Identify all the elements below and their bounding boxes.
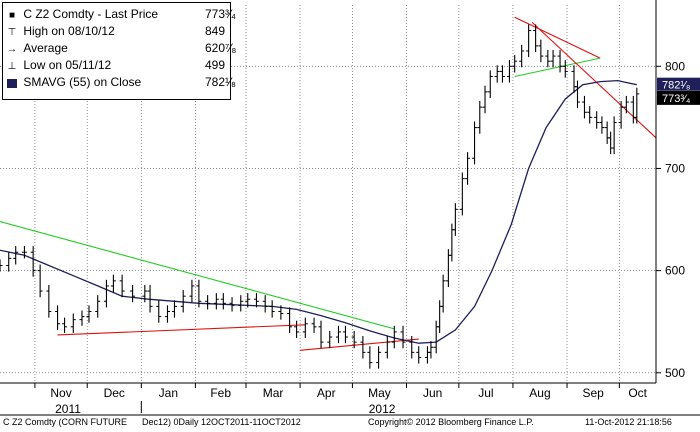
trendline-red bbox=[57, 324, 306, 336]
year-label: 2011 bbox=[55, 402, 81, 416]
title-square-icon: ■ bbox=[8, 10, 16, 21]
average-marker-icon: → bbox=[7, 44, 17, 55]
trendlines bbox=[0, 16, 657, 351]
sma-line bbox=[0, 79, 637, 344]
y-tick-label: 800 bbox=[665, 59, 685, 73]
x-tick-label: Jan bbox=[159, 386, 178, 400]
legend-box: ■ C Z2 Comdty - Last Price 773³⁄₄ ⊤ High… bbox=[2, 2, 236, 100]
last-price-tag-label: 773³⁄₄ bbox=[662, 93, 691, 105]
footer-range: Dec12) 0Daily 12OCT2011-11OCT2012 bbox=[142, 417, 301, 427]
legend-entry-low: ⊥ Low on 05/11/12 499 bbox=[6, 58, 225, 73]
footer-timestamp: 11-Oct-2012 21:18:56 bbox=[585, 417, 672, 427]
x-tick-label: Mar bbox=[263, 386, 284, 400]
legend-title-row: ■ C Z2 Comdty - Last Price 773³⁄₄ bbox=[6, 7, 236, 22]
x-tick-label: Apr bbox=[317, 386, 336, 400]
legend-last-price: 773³⁄₄ bbox=[205, 7, 236, 21]
legend-value: 620⁷⁄₈ bbox=[205, 41, 237, 55]
x-tick-label: Feb bbox=[210, 386, 231, 400]
legend-value: 499 bbox=[205, 58, 226, 72]
trendline-red bbox=[514, 16, 601, 59]
legend-label: SMAVG (55) on Close bbox=[23, 75, 142, 89]
price-series bbox=[0, 24, 640, 369]
trendline-green bbox=[514, 57, 601, 78]
legend-label: Average bbox=[23, 41, 68, 55]
x-tick-label: Jul bbox=[478, 386, 493, 400]
legend-label: Low on 05/11/12 bbox=[23, 58, 112, 72]
legend-title: C Z2 Comdty - Last Price bbox=[23, 7, 159, 21]
y-tick-label: 500 bbox=[665, 366, 685, 380]
last-price-tag bbox=[657, 90, 700, 105]
high-marker-icon: ⊤ bbox=[7, 27, 17, 38]
sma-price-tag bbox=[657, 77, 700, 91]
x-tick-label: Sep bbox=[583, 386, 605, 400]
trendline-red bbox=[300, 338, 419, 351]
legend-entry-average: → Average 620⁷⁄₈ bbox=[6, 41, 236, 56]
axes: 500 600 700 800 Nov Dec Jan Feb Mar Apr May Jun Jul A… bbox=[0, 0, 700, 416]
y-tick-label: 600 bbox=[665, 264, 685, 278]
sma-series bbox=[0, 79, 637, 344]
x-tick-label: Dec bbox=[104, 386, 125, 400]
trendline-green bbox=[0, 221, 395, 330]
legend-label: High on 08/10/12 bbox=[23, 24, 115, 38]
sma-price-tag-label: 782¹⁄₈ bbox=[662, 80, 690, 92]
legend-value: 849 bbox=[205, 24, 226, 38]
legend-entry-high: ⊤ High on 08/10/12 849 bbox=[6, 24, 225, 39]
footer-copyright: Copyright© 2012 Bloomberg Finance L.P. bbox=[368, 417, 534, 427]
x-tick-label: Aug bbox=[529, 386, 550, 400]
trendline-red bbox=[531, 21, 657, 139]
x-tick-label: Jun bbox=[423, 386, 442, 400]
low-marker-icon: ⊥ bbox=[7, 61, 17, 72]
y-tick-label: 700 bbox=[665, 161, 685, 175]
sma-swatch-icon bbox=[6, 76, 18, 91]
x-tick-label: May bbox=[368, 386, 391, 400]
legend-entry-sma: SMAVG (55) on Close 782¹⁄₈ bbox=[6, 75, 236, 91]
footer-security: C Z2 Comdty (CORN FUTURE bbox=[3, 417, 128, 427]
year-label: 2012 bbox=[369, 402, 396, 416]
x-tick-label: Oct bbox=[628, 386, 647, 400]
x-tick-label: Nov bbox=[50, 386, 71, 400]
legend-value: 782¹⁄₈ bbox=[205, 75, 236, 89]
